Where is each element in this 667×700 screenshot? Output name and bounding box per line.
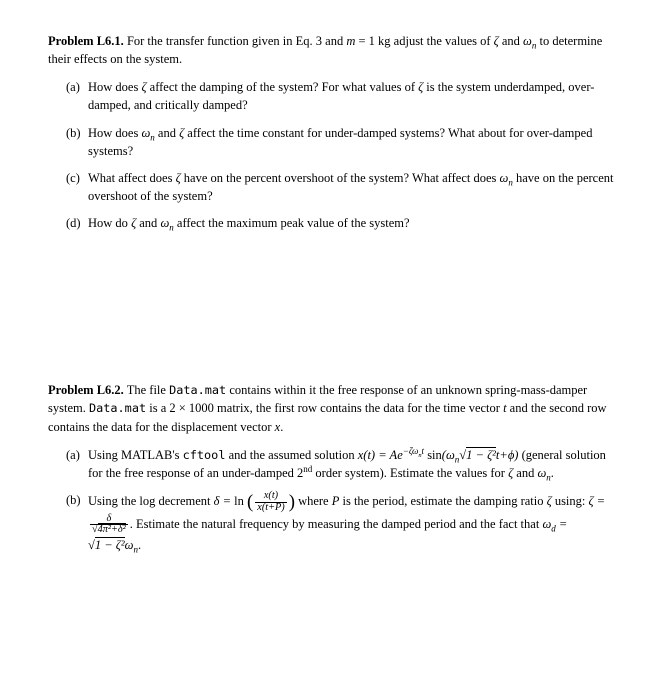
- problem-1-part-b: (b) How does ωn and ζ affect the time co…: [66, 124, 619, 160]
- part-text: What affect does ζ have on the percent o…: [88, 169, 619, 205]
- page: Problem L6.1. For the transfer function …: [0, 0, 667, 595]
- problem-1-part-c: (c) What affect does ζ have on the perce…: [66, 169, 619, 205]
- part-text: How does ζ affect the damping of the sys…: [88, 78, 619, 114]
- problem-2-part-b: (b) Using the log decrement δ = ln (x(t)…: [66, 491, 619, 554]
- problem-1-intro-text: For the transfer function given in Eq. 3…: [48, 34, 602, 66]
- problem-2-head: Problem L6.2.: [48, 383, 124, 397]
- part-text: How do ζ and ωn affect the maximum peak …: [88, 214, 619, 232]
- spacer: [48, 241, 619, 381]
- part-label: (b): [66, 491, 88, 554]
- problem-1-parts: (a) How does ζ affect the damping of the…: [66, 78, 619, 232]
- part-text: How does ωn and ζ affect the time consta…: [88, 124, 619, 160]
- part-label: (a): [66, 446, 88, 482]
- problem-2-parts: (a) Using MATLAB's cftool and the assume…: [66, 446, 619, 554]
- problem-1-head: Problem L6.1.: [48, 34, 124, 48]
- part-text: Using the log decrement δ = ln (x(t)x(t+…: [88, 491, 619, 554]
- part-label: (d): [66, 214, 88, 232]
- part-label: (a): [66, 78, 88, 114]
- problem-2-part-a: (a) Using MATLAB's cftool and the assume…: [66, 446, 619, 482]
- problem-1-part-d: (d) How do ζ and ωn affect the maximum p…: [66, 214, 619, 232]
- problem-1-intro: Problem L6.1. For the transfer function …: [48, 32, 619, 68]
- problem-1-part-a: (a) How does ζ affect the damping of the…: [66, 78, 619, 114]
- part-label: (b): [66, 124, 88, 160]
- problem-2-intro-text: The file Data.mat contains within it the…: [48, 383, 607, 433]
- part-text: Using MATLAB's cftool and the assumed so…: [88, 446, 619, 482]
- part-label: (c): [66, 169, 88, 205]
- problem-2-intro: Problem L6.2. The file Data.mat contains…: [48, 381, 619, 436]
